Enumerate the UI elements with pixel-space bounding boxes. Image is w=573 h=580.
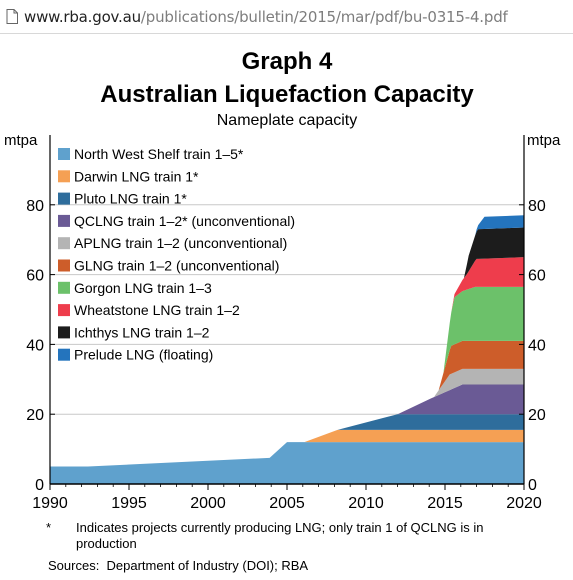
y-tick-label-right-40: 40 <box>528 337 546 354</box>
y-tick-label-left-0: 0 <box>35 477 44 494</box>
x-tick-label-1995: 1995 <box>111 495 147 512</box>
area-series-1 <box>50 442 524 484</box>
y-axis-unit-left: mtpa <box>4 132 38 149</box>
legend-label-5: APLNG train 1–2 (unconventional) <box>74 235 287 251</box>
url-path: /publications/bulletin/2015/mar/pdf/bu-0… <box>140 8 508 26</box>
legend-label-6: GLNG train 1–2 (unconventional) <box>74 258 279 274</box>
legend-label-9: Ichthys LNG train 1–2 <box>74 324 210 340</box>
footnote-text: Indicates projects currently producing L… <box>76 520 484 551</box>
legend-swatch-4 <box>58 214 70 227</box>
y-tick-label-right-80: 80 <box>528 198 546 215</box>
legend-label-8: Wheatstone LNG train 1–2 <box>74 302 240 318</box>
y-tick-label-left-60: 60 <box>26 268 44 285</box>
y-tick-label-left-80: 80 <box>26 198 44 215</box>
legend-swatch-3 <box>58 192 70 205</box>
x-tick-label-2005: 2005 <box>269 495 305 512</box>
legend-swatch-10 <box>58 348 70 361</box>
legend-label-7: Gorgon LNG train 1–3 <box>74 280 212 296</box>
liquefaction-capacity-chart: Graph 4 Australian Liquefaction Capacity… <box>4 48 561 512</box>
y-tick-label-left-20: 20 <box>26 407 44 424</box>
area-series-3 <box>50 414 524 467</box>
stacked-areas <box>50 215 524 484</box>
legend-label-10: Prelude LNG (floating) <box>74 347 213 363</box>
legend-swatch-1 <box>58 148 70 160</box>
footnote-mark: * <box>46 520 52 535</box>
area-series-9 <box>50 227 524 467</box>
legend-label-3: Pluto LNG train 1* <box>74 191 187 207</box>
url-host: www.rba.gov.au <box>24 8 141 26</box>
y-tick-label-right-0: 0 <box>528 477 537 494</box>
area-series-6 <box>50 340 524 467</box>
area-series-2 <box>50 429 524 467</box>
legend-label-4: QCLNG train 1–2* (unconventional) <box>74 213 295 229</box>
legend-swatch-2 <box>58 170 70 183</box>
document-icon <box>6 9 18 24</box>
legend-label-2: Darwin LNG train 1* <box>74 168 199 184</box>
x-tick-label-2015: 2015 <box>427 495 463 512</box>
address-bar[interactable]: www.rba.gov.au/publications/bulletin/201… <box>0 0 573 34</box>
y-axis-unit-right: mtpa <box>527 132 561 149</box>
area-series-7 <box>50 286 524 467</box>
url-text[interactable]: www.rba.gov.au/publications/bulletin/201… <box>24 9 508 25</box>
sources-note: Sources: Department of Industry (DOI); R… <box>48 558 309 573</box>
legend-swatch-9 <box>58 326 70 339</box>
graph-label: Graph 4 <box>242 48 333 75</box>
area-series-8 <box>50 257 524 467</box>
chart-title: Australian Liquefaction Capacity <box>100 81 474 108</box>
legend-label-1: North West Shelf train 1–5* <box>74 146 244 162</box>
y-tick-label-right-20: 20 <box>528 407 546 424</box>
legend-swatch-6 <box>58 259 70 272</box>
area-series-5 <box>50 368 524 467</box>
y-tick-label-left-40: 40 <box>26 337 44 354</box>
x-tick-label-1990: 1990 <box>32 495 68 512</box>
x-tick-label-2000: 2000 <box>190 495 226 512</box>
x-tick-label-2020: 2020 <box>506 495 542 512</box>
chart-subtitle: Nameplate capacity <box>217 112 358 129</box>
x-tick-label-2010: 2010 <box>348 495 384 512</box>
legend-swatch-5 <box>58 237 70 250</box>
legend: North West Shelf train 1–5* Darwin LNG tr… <box>58 146 295 363</box>
legend-swatch-8 <box>58 304 70 317</box>
y-tick-label-right-60: 60 <box>528 268 546 285</box>
area-series-4 <box>50 384 524 467</box>
legend-swatch-7 <box>58 281 70 294</box>
